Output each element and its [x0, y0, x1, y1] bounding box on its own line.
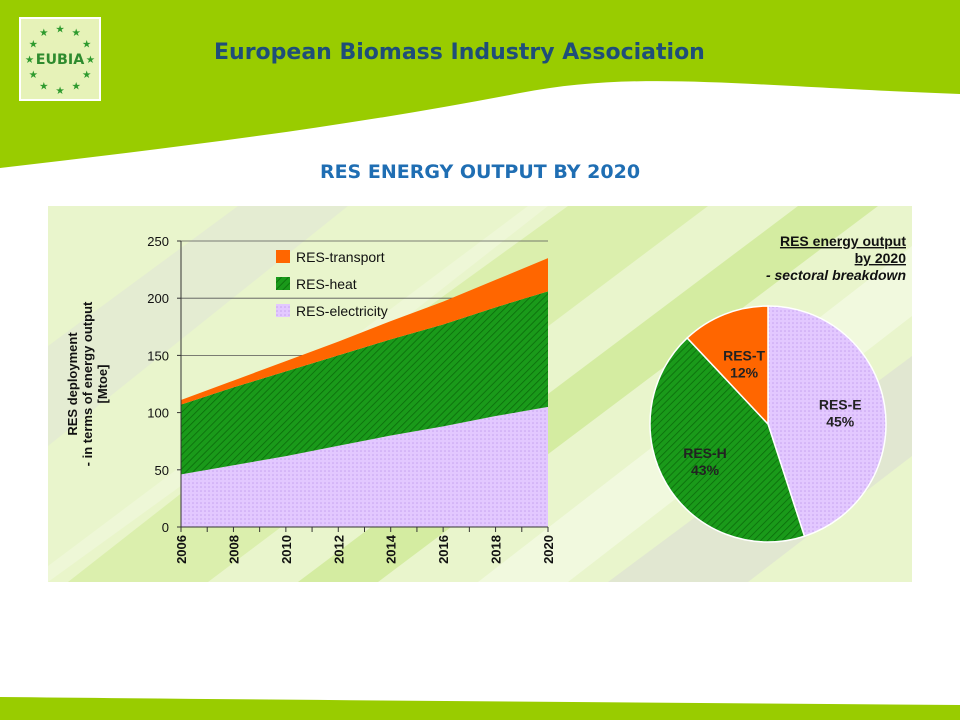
legend-label-res-heat: RES-heat [296, 276, 357, 292]
svg-text:★: ★ [29, 39, 38, 51]
y-axis-title: RES deployment- in terms of energy outpu… [65, 301, 110, 466]
legend-swatch-res-electricity [276, 304, 290, 317]
y-tick-label: 150 [147, 348, 169, 363]
x-tick-label: 2020 [541, 535, 556, 564]
x-tick-label: 2018 [489, 535, 504, 564]
area-res-heat [181, 291, 548, 475]
y-tick-label: 0 [162, 520, 169, 535]
logo-text: EUBIA [36, 52, 85, 68]
organization-title: European Biomass Industry Association [214, 40, 705, 65]
legend-swatch-res-heat [276, 277, 290, 290]
pie-value-res-t: 12% [730, 365, 759, 381]
svg-text:★: ★ [55, 23, 64, 35]
svg-text:★: ★ [25, 54, 34, 66]
svg-text:★: ★ [82, 39, 91, 51]
pie-value-res-h: 43% [691, 462, 720, 478]
svg-text:★: ★ [39, 27, 48, 39]
x-tick-label: 2006 [174, 535, 189, 564]
pie-slice-res-t [686, 305, 769, 426]
pie-label-res-e: RES-E [819, 397, 862, 413]
x-tick-label: 2010 [279, 535, 294, 564]
legend-label-res-electricity: RES-electricity [296, 303, 388, 319]
stacked-area-chart: 0 50 100 150 200 250 2006 2008 2010 2012 2014 2016 2… [65, 234, 556, 564]
y-tick-label: 50 [155, 463, 169, 478]
x-tick-label: 2012 [331, 535, 346, 564]
legend-swatch-res-transport [276, 250, 290, 263]
legend-label-res-transport: RES-transport [296, 249, 385, 265]
pie-chart-title: RES energy output by 2020- sectoral break… [766, 233, 906, 283]
svg-text:★: ★ [55, 85, 64, 97]
pie-label-res-t: RES-T [723, 348, 765, 364]
y-tick-label: 250 [147, 234, 169, 249]
pie-value-res-e: 45% [826, 414, 855, 430]
area-chart-legend: RES-transport RES-heat RES-electricity [276, 249, 388, 319]
pie-label-res-h: RES-H [683, 445, 727, 461]
y-tick-label: 100 [147, 406, 169, 421]
x-tick-label: 2014 [384, 534, 399, 564]
svg-text:★: ★ [82, 69, 91, 81]
chart-panel: 0 50 100 150 200 250 2006 2008 2010 2012 2014 2016 2… [48, 206, 912, 582]
svg-text:★: ★ [39, 80, 48, 92]
slide-title: RES ENERGY OUTPUT BY 2020 [319, 161, 641, 183]
svg-text:★: ★ [71, 80, 80, 92]
pie-slice-res-h [649, 336, 806, 543]
svg-text:★: ★ [29, 69, 38, 81]
svg-text:★: ★ [71, 27, 80, 39]
pie-slice-res-e [767, 305, 887, 538]
pie-chart: RES-E45% RES-H43% RES-T12% RES energy outpu… [649, 233, 906, 543]
eubia-logo: ★ ★ ★ ★ ★ ★ ★ ★ ★ ★ ★ ★ EUBIA [19, 17, 101, 101]
y-tick-label: 200 [147, 291, 169, 306]
x-tick-label: 2008 [226, 535, 241, 564]
area-res-transport [181, 258, 548, 405]
svg-text:★: ★ [86, 54, 95, 66]
area-res-electricity [181, 406, 548, 527]
x-tick-label: 2016 [436, 535, 451, 564]
